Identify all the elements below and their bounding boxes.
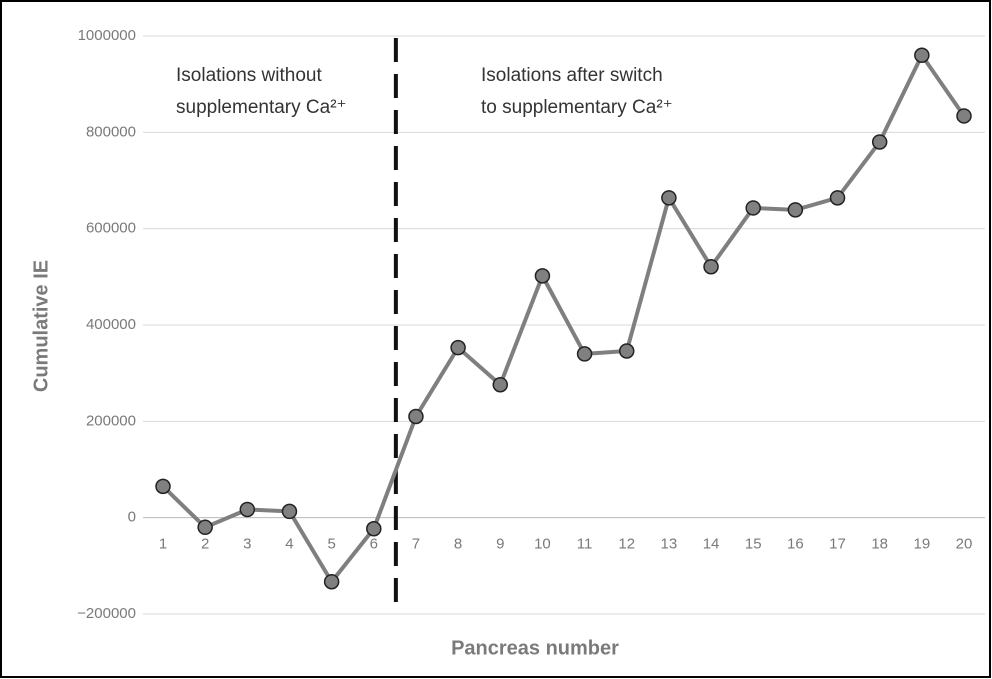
- data-point: [450, 339, 466, 356]
- data-point: [787, 202, 804, 218]
- annotation: Isolations after switch: [481, 65, 663, 86]
- x-tick-label: 3: [243, 536, 251, 553]
- data-point: [661, 190, 677, 206]
- x-tick-label: 16: [787, 536, 804, 553]
- x-tick-label: 15: [745, 536, 762, 553]
- data-point: [914, 47, 930, 64]
- y-tick-label: 0: [128, 509, 136, 526]
- y-tick-label: 1000000: [78, 27, 136, 44]
- data-point: [492, 376, 509, 393]
- data-point: [323, 573, 340, 590]
- data-point: [871, 134, 888, 150]
- y-tick-label: 400000: [86, 316, 136, 333]
- x-axis-title: Pancreas number: [451, 637, 619, 659]
- x-tick-label: 10: [534, 536, 551, 553]
- y-tick-label: −200000: [77, 605, 136, 622]
- x-tick-label: 7: [412, 536, 420, 553]
- x-tick-label: 8: [454, 536, 462, 553]
- x-tick-label: 5: [327, 536, 335, 553]
- data-point: [155, 478, 171, 495]
- x-tick-label: 9: [496, 536, 504, 553]
- annotation: to supplementary Ca²⁺: [481, 97, 673, 118]
- data-point: [956, 108, 972, 124]
- data-line: [161, 53, 966, 584]
- x-tick-label: 13: [661, 536, 678, 553]
- x-tick-label: 18: [871, 536, 888, 553]
- data-point: [745, 200, 761, 216]
- x-tick-label: 19: [913, 536, 930, 553]
- x-tick-label: 12: [618, 536, 635, 553]
- x-tick-label: 1: [159, 536, 167, 553]
- annotation: supplementary Ca²⁺: [176, 97, 347, 118]
- data-point: [366, 520, 382, 537]
- data-point: [408, 408, 424, 425]
- y-tick-label: 200000: [86, 412, 136, 429]
- x-tick-label: 20: [956, 536, 973, 553]
- x-tick-label: 4: [285, 536, 293, 553]
- annotation: Isolations without: [176, 65, 322, 86]
- x-tick-label: 2: [201, 536, 209, 553]
- data-point: [197, 519, 213, 536]
- data-point: [576, 346, 593, 362]
- data-point: [281, 503, 298, 520]
- y-axis-title: Cumulative IE: [30, 260, 52, 392]
- data-point: [703, 258, 719, 275]
- x-tick-label: 6: [370, 536, 378, 553]
- data-point: [829, 190, 846, 206]
- y-tick-label: 800000: [86, 123, 136, 140]
- x-tick-label: 11: [577, 536, 593, 553]
- data-point: [239, 501, 256, 518]
- data-point: [618, 343, 635, 359]
- data-point: [534, 268, 551, 284]
- y-tick-label: 600000: [86, 220, 136, 237]
- x-tick-label: 14: [703, 536, 720, 553]
- x-tick-label: 17: [829, 536, 846, 553]
